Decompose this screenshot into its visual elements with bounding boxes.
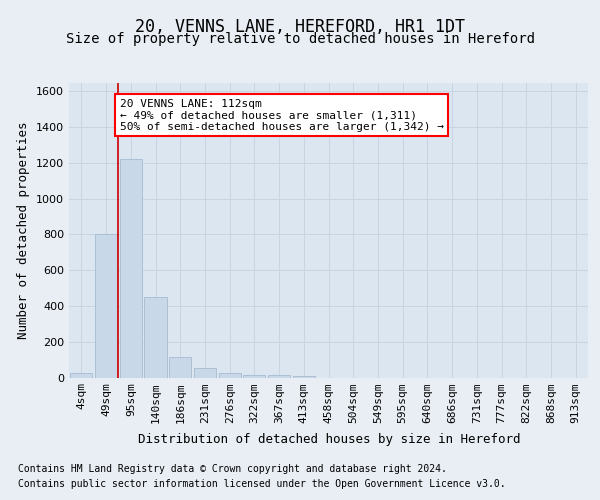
Bar: [243, 375, 265, 378]
Bar: [169, 357, 191, 378]
Text: Contains public sector information licensed under the Open Government Licence v3: Contains public sector information licen…: [18, 479, 506, 489]
Bar: [293, 376, 315, 378]
Text: 20 VENNS LANE: 112sqm
← 49% of detached houses are smaller (1,311)
50% of semi-d: 20 VENNS LANE: 112sqm ← 49% of detached …: [119, 98, 443, 132]
Text: Contains HM Land Registry data © Crown copyright and database right 2024.: Contains HM Land Registry data © Crown c…: [18, 464, 447, 474]
Text: Size of property relative to detached houses in Hereford: Size of property relative to detached ho…: [65, 32, 535, 46]
Bar: [119, 160, 142, 378]
Bar: [218, 373, 241, 378]
Bar: [145, 297, 167, 378]
Y-axis label: Number of detached properties: Number of detached properties: [17, 121, 31, 339]
Bar: [70, 373, 92, 378]
Bar: [194, 368, 216, 378]
Text: 20, VENNS LANE, HEREFORD, HR1 1DT: 20, VENNS LANE, HEREFORD, HR1 1DT: [135, 18, 465, 36]
Bar: [95, 234, 117, 378]
Bar: [268, 375, 290, 378]
Text: Distribution of detached houses by size in Hereford: Distribution of detached houses by size …: [137, 432, 520, 446]
